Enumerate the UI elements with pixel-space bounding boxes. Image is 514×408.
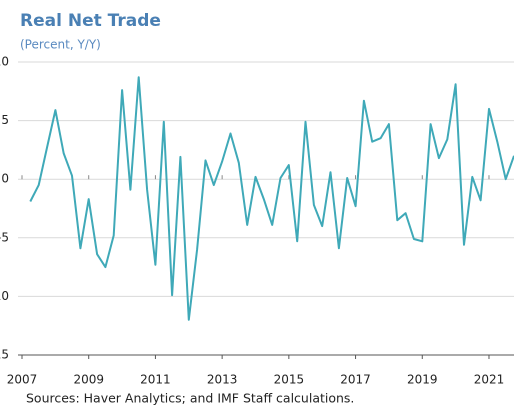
y-tick-label: 0: [1, 172, 9, 186]
source-note: Sources: Haver Analytics; and IMF Staff …: [26, 391, 354, 406]
x-tick-label: 2009: [73, 373, 104, 387]
y-tick-label: -10: [0, 289, 9, 303]
data-line: [29, 76, 514, 321]
y-tick-label: -5: [0, 230, 9, 244]
x-tick-label: 2007: [7, 373, 38, 387]
y-tick-label: 5: [1, 113, 9, 127]
x-tick-label: 2017: [340, 373, 371, 387]
chart-title: Real Net Trade: [20, 11, 161, 31]
y-tick-label: 10: [0, 55, 9, 69]
x-tick-label: 2013: [207, 373, 238, 387]
x-tick-label: 2021: [474, 373, 505, 387]
x-tick-label: 2019: [407, 373, 438, 387]
x-tick-label: 2015: [274, 373, 305, 387]
x-tick-label: 2011: [140, 373, 171, 387]
y-tick-label: -15: [0, 348, 9, 362]
chart-subtitle: (Percent, Y/Y): [20, 38, 101, 52]
